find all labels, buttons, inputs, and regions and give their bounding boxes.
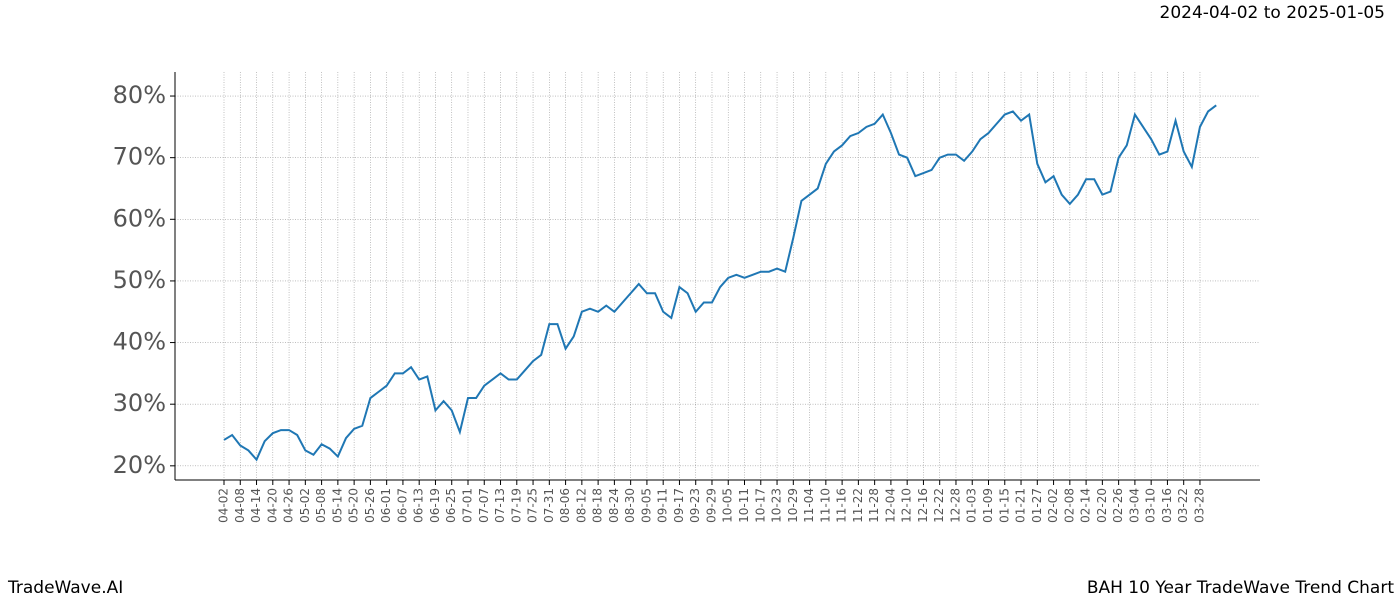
y-tick-label: 60%: [113, 204, 166, 232]
x-tick-label: 03-16: [1160, 488, 1174, 523]
x-tick-label: 05-26: [363, 488, 377, 523]
plot-area: [175, 72, 1260, 480]
x-tick-label: 11-10: [818, 488, 832, 523]
x-tick-label: 12-28: [948, 488, 962, 523]
y-tick-label: 30%: [113, 389, 166, 417]
x-tick-label: 04-14: [249, 488, 263, 523]
x-tick-label: 08-06: [558, 488, 572, 523]
x-tick-label: 09-05: [639, 488, 653, 523]
x-tick-label: 03-28: [1192, 488, 1206, 523]
x-tick-label: 06-07: [395, 488, 409, 523]
x-tick-label: 09-29: [704, 488, 718, 523]
x-tick-label: 02-20: [1095, 488, 1109, 523]
y-tick-label: 40%: [113, 328, 166, 356]
x-tick-label: 11-28: [867, 488, 881, 523]
x-tick-label: 09-17: [672, 488, 686, 523]
x-tick-label: 07-13: [493, 488, 507, 523]
footer-right: BAH 10 Year TradeWave Trend Chart: [1087, 578, 1394, 598]
x-tick-label: 04-08: [233, 488, 247, 523]
x-tick-label: 10-05: [721, 488, 735, 523]
x-tick-label: 12-04: [883, 488, 897, 523]
y-tick-label: 70%: [113, 143, 166, 171]
x-tick-label: 10-29: [786, 488, 800, 523]
x-tick-label: 11-16: [835, 488, 849, 523]
x-tick-label: 07-07: [477, 488, 491, 523]
x-tick-label: 03-22: [1176, 488, 1190, 523]
x-tick-label: 07-01: [460, 488, 474, 523]
x-tick-label: 02-14: [1079, 488, 1093, 523]
y-tick-label: 80%: [113, 81, 166, 109]
x-tick-label: 11-04: [802, 488, 816, 523]
x-tick-label: 08-12: [574, 488, 588, 523]
x-tick-label: 08-24: [607, 488, 621, 523]
x-tick-label: 06-25: [444, 488, 458, 523]
chart-title: 2024-04-02 to 2025-01-05: [1160, 3, 1385, 23]
x-tick-label: 08-30: [623, 488, 637, 523]
x-tick-label: 04-26: [282, 488, 296, 523]
x-tick-label: 10-11: [737, 488, 751, 523]
x-tick-label: 09-11: [656, 488, 670, 523]
x-tick-label: 01-27: [1030, 488, 1044, 523]
x-tick-label: 05-14: [330, 488, 344, 523]
x-tick-label: 02-02: [1046, 488, 1060, 523]
x-tick-label: 03-04: [1127, 488, 1141, 523]
x-tick-label: 12-16: [916, 488, 930, 523]
x-tick-label: 02-26: [1111, 488, 1125, 523]
x-tick-label: 01-03: [965, 488, 979, 523]
x-tick-label: 07-31: [542, 488, 556, 523]
x-tick-label: 05-02: [298, 488, 312, 523]
x-tick-label: 12-22: [932, 488, 946, 523]
x-tick-label: 06-19: [428, 488, 442, 523]
data-line: [223, 104, 1217, 462]
x-tick-label: 03-10: [1144, 488, 1158, 523]
x-tick-label: 07-19: [509, 488, 523, 523]
x-tick-label: 06-13: [412, 488, 426, 523]
y-tick-label: 20%: [113, 451, 166, 479]
x-tick-label: 10-23: [770, 488, 784, 523]
x-tick-label: 10-17: [753, 488, 767, 523]
x-tick-label: 08-18: [591, 488, 605, 523]
x-tick-label: 04-02: [217, 488, 231, 523]
x-tick-label: 02-08: [1062, 488, 1076, 523]
x-tick-label: 01-09: [981, 488, 995, 523]
x-tick-label: 09-23: [688, 488, 702, 523]
y-tick-label: 50%: [113, 266, 166, 294]
x-tick-label: 01-15: [997, 488, 1011, 523]
x-tick-label: 07-25: [526, 488, 540, 523]
x-tick-label: 04-20: [265, 488, 279, 523]
x-tick-label: 01-21: [1014, 488, 1028, 523]
x-tick-label: 11-22: [851, 488, 865, 523]
x-tick-label: 12-10: [900, 488, 914, 523]
x-tick-label: 05-08: [314, 488, 328, 523]
x-tick-label: 06-01: [379, 488, 393, 523]
x-tick-label: 05-20: [347, 488, 361, 523]
footer-left: TradeWave.AI: [7, 578, 123, 598]
